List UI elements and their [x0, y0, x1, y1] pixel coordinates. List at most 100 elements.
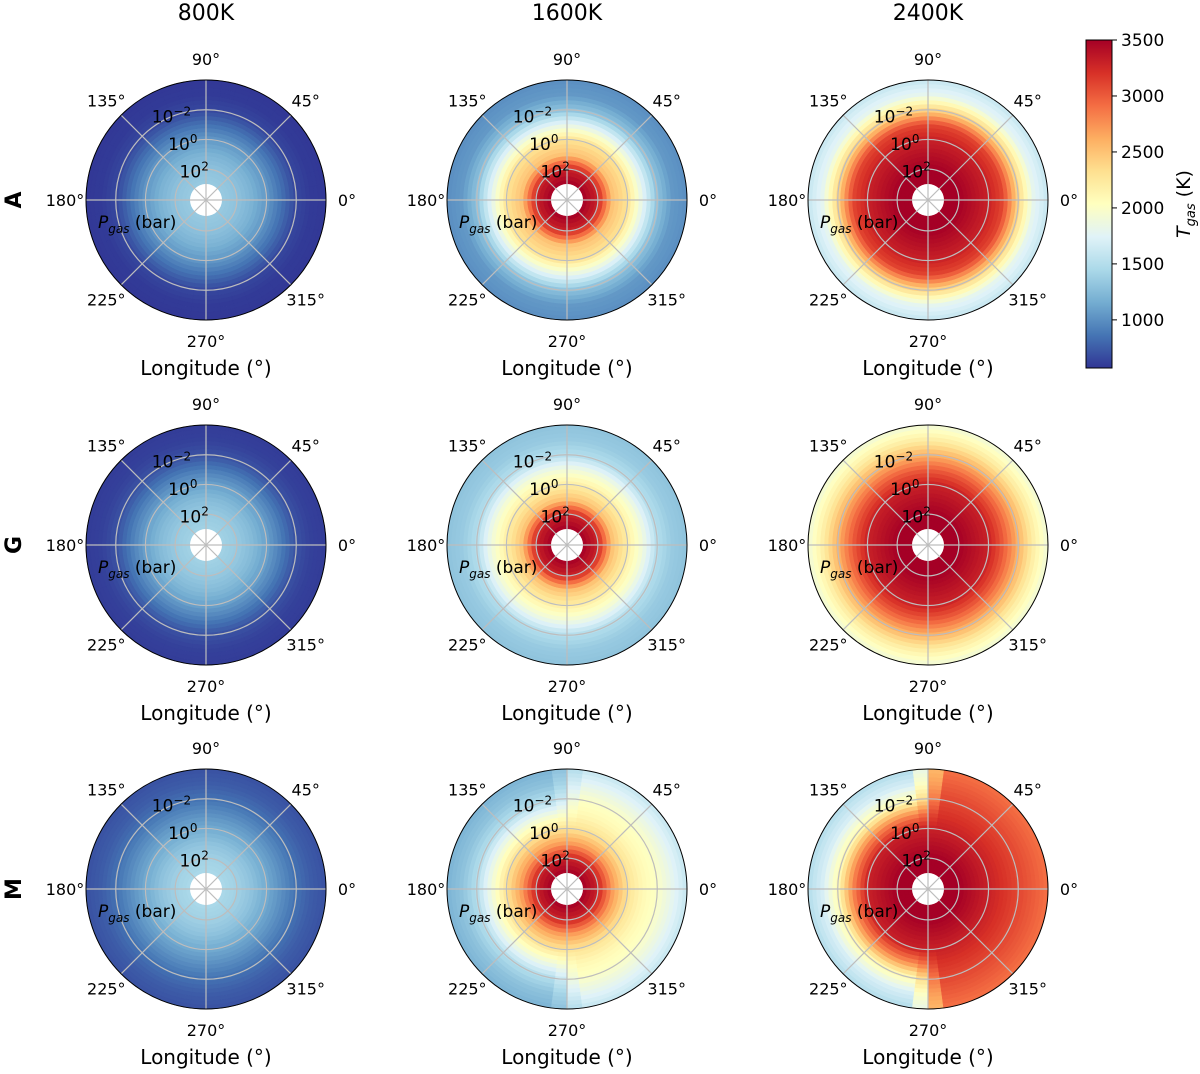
heat-cell	[523, 194, 527, 200]
heat-cell	[921, 144, 928, 148]
heat-cell	[206, 236, 211, 240]
longitude-axis-label: Longitude (°)	[501, 356, 632, 380]
heat-cell	[246, 545, 250, 551]
heat-cell	[206, 597, 213, 601]
heat-cell	[206, 589, 212, 593]
heat-cell	[922, 240, 928, 244]
heat-cell	[567, 240, 573, 244]
heat-cell	[519, 200, 523, 206]
heat-cell	[200, 240, 206, 244]
heat-cell	[201, 577, 206, 581]
heat-cell	[567, 248, 574, 252]
heat-cell	[567, 148, 574, 152]
heat-cell	[158, 194, 162, 200]
heat-cell	[199, 597, 206, 601]
angle-tick-label: 135°	[87, 91, 126, 110]
heat-cell	[166, 200, 170, 205]
heat-cell	[560, 144, 567, 148]
angle-tick-label: 315°	[286, 291, 325, 310]
heat-cell	[611, 200, 615, 206]
heat-cell	[515, 200, 519, 207]
heat-cell	[166, 545, 170, 550]
heat-cell	[254, 538, 258, 545]
heat-cell	[158, 200, 162, 206]
polar-panel-G-800K: 0°45°90°135°180°225°270°315°10−2100102Pg…	[46, 395, 356, 725]
angle-tick-label: 225°	[448, 291, 487, 310]
heat-cell	[154, 193, 158, 200]
angle-tick-label: 315°	[1008, 291, 1047, 310]
angle-tick-label: 90°	[914, 50, 942, 69]
row-label-A: A	[2, 191, 27, 208]
heat-cell	[200, 497, 206, 501]
heat-cell	[242, 545, 246, 550]
heat-cell	[884, 194, 888, 200]
heat-cell	[527, 200, 531, 205]
heat-cell	[200, 244, 206, 248]
angle-tick-label: 0°	[699, 191, 717, 210]
heat-cell	[567, 144, 574, 148]
heat-cell	[200, 152, 206, 156]
heat-cell	[928, 144, 935, 148]
column-title-2400K: 2400K	[893, 1, 964, 26]
heat-cell	[154, 538, 158, 545]
heat-cell	[980, 200, 984, 207]
heat-cell	[166, 540, 170, 545]
heat-cell	[206, 240, 212, 244]
heat-cell	[561, 240, 567, 244]
heat-cell	[162, 200, 166, 206]
heat-cell	[976, 193, 980, 200]
heat-cell	[258, 193, 262, 200]
heat-cell	[511, 193, 515, 200]
heat-cell	[254, 545, 258, 552]
heat-cell	[561, 152, 567, 156]
heat-cell	[250, 200, 254, 206]
heat-cell	[972, 200, 976, 206]
polar-panel-A-800K: 0°45°90°135°180°225°270°315°10−2100102Pg…	[46, 50, 356, 380]
heat-cell	[619, 200, 623, 207]
heat-cell	[615, 200, 619, 207]
angle-tick-label: 45°	[653, 91, 681, 110]
heat-cell	[201, 581, 206, 585]
heat-cell	[928, 252, 935, 256]
heat-cell	[960, 200, 964, 205]
heat-cell	[206, 493, 213, 497]
heat-cell	[923, 232, 928, 236]
heat-cell	[519, 194, 523, 200]
angle-tick-label: 90°	[553, 50, 581, 69]
angle-tick-label: 135°	[448, 91, 487, 110]
heat-cell	[206, 144, 213, 148]
heat-cell	[884, 200, 888, 206]
heat-cell	[154, 545, 158, 552]
heat-cell	[201, 232, 206, 236]
angle-tick-label: 45°	[1014, 91, 1042, 110]
heat-cell	[242, 195, 246, 200]
angle-tick-label: 135°	[809, 91, 848, 110]
heat-cell	[976, 200, 980, 207]
column-title-1600K: 1600K	[532, 1, 603, 26]
heat-cell	[603, 195, 607, 200]
heat-cell	[246, 194, 250, 200]
heat-cell	[158, 539, 162, 545]
heat-cell	[166, 195, 170, 200]
heat-cell	[560, 148, 567, 152]
heat-cell	[928, 152, 934, 156]
heat-cell	[892, 195, 896, 200]
heat-cell	[562, 236, 567, 240]
heat-cell	[980, 193, 984, 200]
heat-cell	[206, 248, 213, 252]
heat-cell	[880, 194, 884, 200]
heat-cell	[876, 200, 880, 207]
heat-cell	[560, 248, 567, 252]
heat-cell	[206, 585, 212, 589]
angle-tick-label: 180°	[407, 191, 446, 210]
heat-cell	[968, 200, 972, 206]
heat-cell	[254, 193, 258, 200]
heat-cell	[880, 200, 884, 206]
heat-cell	[872, 193, 876, 200]
heat-cell	[561, 244, 567, 248]
heat-cell	[246, 200, 250, 206]
angle-tick-label: 90°	[192, 50, 220, 69]
heat-cell	[250, 194, 254, 200]
polar-panel-A-1600K: 0°45°90°135°180°225°270°315°10−2100102Pg…	[407, 50, 717, 380]
